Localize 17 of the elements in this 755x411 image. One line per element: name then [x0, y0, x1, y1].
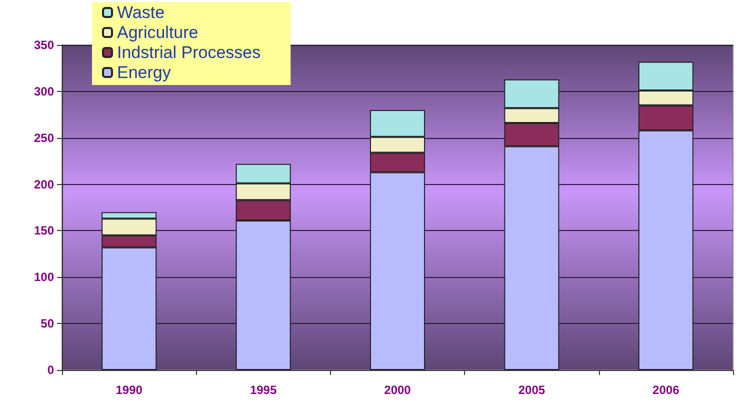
x-tick-label: 2006	[652, 383, 680, 397]
x-tick-label: 1990	[116, 383, 143, 397]
y-tick-label: 250	[34, 130, 54, 145]
x-tick-label: 1995	[250, 383, 277, 397]
y-tick-label: 0	[47, 363, 54, 377]
legend-label: Agriculture	[117, 23, 198, 42]
x-tick-label: 2000	[384, 383, 412, 397]
x-tick-label: 2005	[518, 383, 546, 397]
y-tick-label: 300	[34, 84, 54, 98]
y-tick-label: 200	[34, 177, 54, 192]
y-tick-label: 150	[34, 224, 54, 238]
legend-label: Indstrial Processes	[117, 43, 261, 62]
legend-label: Waste	[117, 3, 165, 22]
y-tick-label: 50	[40, 316, 54, 331]
legend-label: Energy	[117, 63, 172, 82]
y-tick-label: 100	[34, 270, 54, 284]
y-tick-label: 350	[34, 38, 54, 52]
